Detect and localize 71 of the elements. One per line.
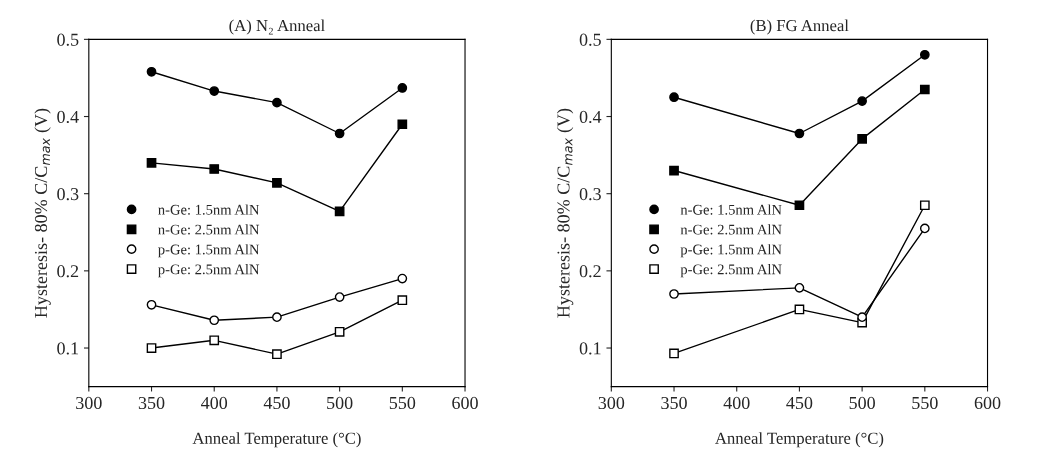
y-tick-label: 0.4 [57,110,79,124]
point [919,200,930,211]
point [669,289,679,299]
point [334,128,345,139]
point [334,326,345,337]
point [857,96,867,106]
point [334,292,345,302]
point [919,223,930,234]
x-tick-label: 500 [327,396,353,410]
x-tick-label: 500 [849,396,875,410]
legend-label: p-Ge: 2.5nm AlN [680,264,782,278]
point [397,273,408,284]
point [669,165,679,176]
x-tick-label: 400 [201,396,228,410]
y-tick-label: 0.1 [579,342,601,355]
point [146,299,157,310]
point [794,200,805,211]
point [209,86,220,96]
legend-label: n-Ge: 1.5nm AlN [158,204,260,215]
y-tick-label: 0.5 [579,33,601,46]
point [857,312,867,323]
point [146,157,157,168]
point [272,97,282,108]
legend-label: p-Ge: 1.5nm AlN [158,244,260,258]
legend-label: n-Ge: 1.5nm AlN [680,204,782,215]
x-axis-title: Anneal Temperature (°C) [192,432,361,448]
x-tick-label: 450 [786,396,813,410]
point [669,92,679,103]
x-tick-label: 300 [76,396,102,410]
y-tick-label: 0.4 [579,110,602,124]
legend-label: p-Ge: 2.5nm AlN [158,264,260,278]
y-tick-label: 0.3 [579,187,601,201]
point [919,49,930,60]
point [397,295,408,306]
legend-label: n-Ge: 2.5nm AlN [680,224,782,235]
x-tick-label: 400 [723,396,750,410]
point [919,84,930,95]
point [209,164,220,174]
y-tick-label: 0.5 [57,33,79,46]
x-tick-label: 450 [263,396,290,410]
legend-label: p-Ge: 1.5nm AlN [680,244,782,258]
point [397,119,408,130]
x-tick-label: 350 [661,396,687,410]
y-tick-label: 0.2 [579,265,601,278]
x-tick-label: 300 [598,396,625,410]
point [272,349,282,360]
x-tick-label: 550 [389,396,416,410]
point [209,335,220,346]
point [272,178,282,188]
chart-title: (B) FG Anneal [750,19,849,35]
y-tick-label: 0.3 [57,187,79,201]
y-axis-title: Hysteresis- 80% C/C$_{max}$ (V) [34,108,51,318]
point [397,83,408,93]
point [146,343,157,353]
point [209,315,220,326]
point [794,128,805,139]
x-tick-label: 350 [138,396,165,410]
x-tick-label: 550 [912,396,938,410]
x-axis-title: Anneal Temperature (°C) [715,432,884,448]
chart-title: (A) N₂ Anneal [229,19,325,35]
x-tick-label: 600 [452,396,478,410]
y-axis-title: Hysteresis- 80% C/C$_{max}$ (V) [556,108,574,318]
x-tick-label: 600 [974,396,1001,410]
point [146,66,157,77]
point [794,282,805,293]
legend-label: n-Ge: 2.5nm AlN [158,224,260,235]
point [857,134,867,144]
point [669,348,679,359]
point [272,312,282,323]
y-tick-label: 0.1 [57,342,79,355]
y-tick-label: 0.2 [57,265,79,278]
